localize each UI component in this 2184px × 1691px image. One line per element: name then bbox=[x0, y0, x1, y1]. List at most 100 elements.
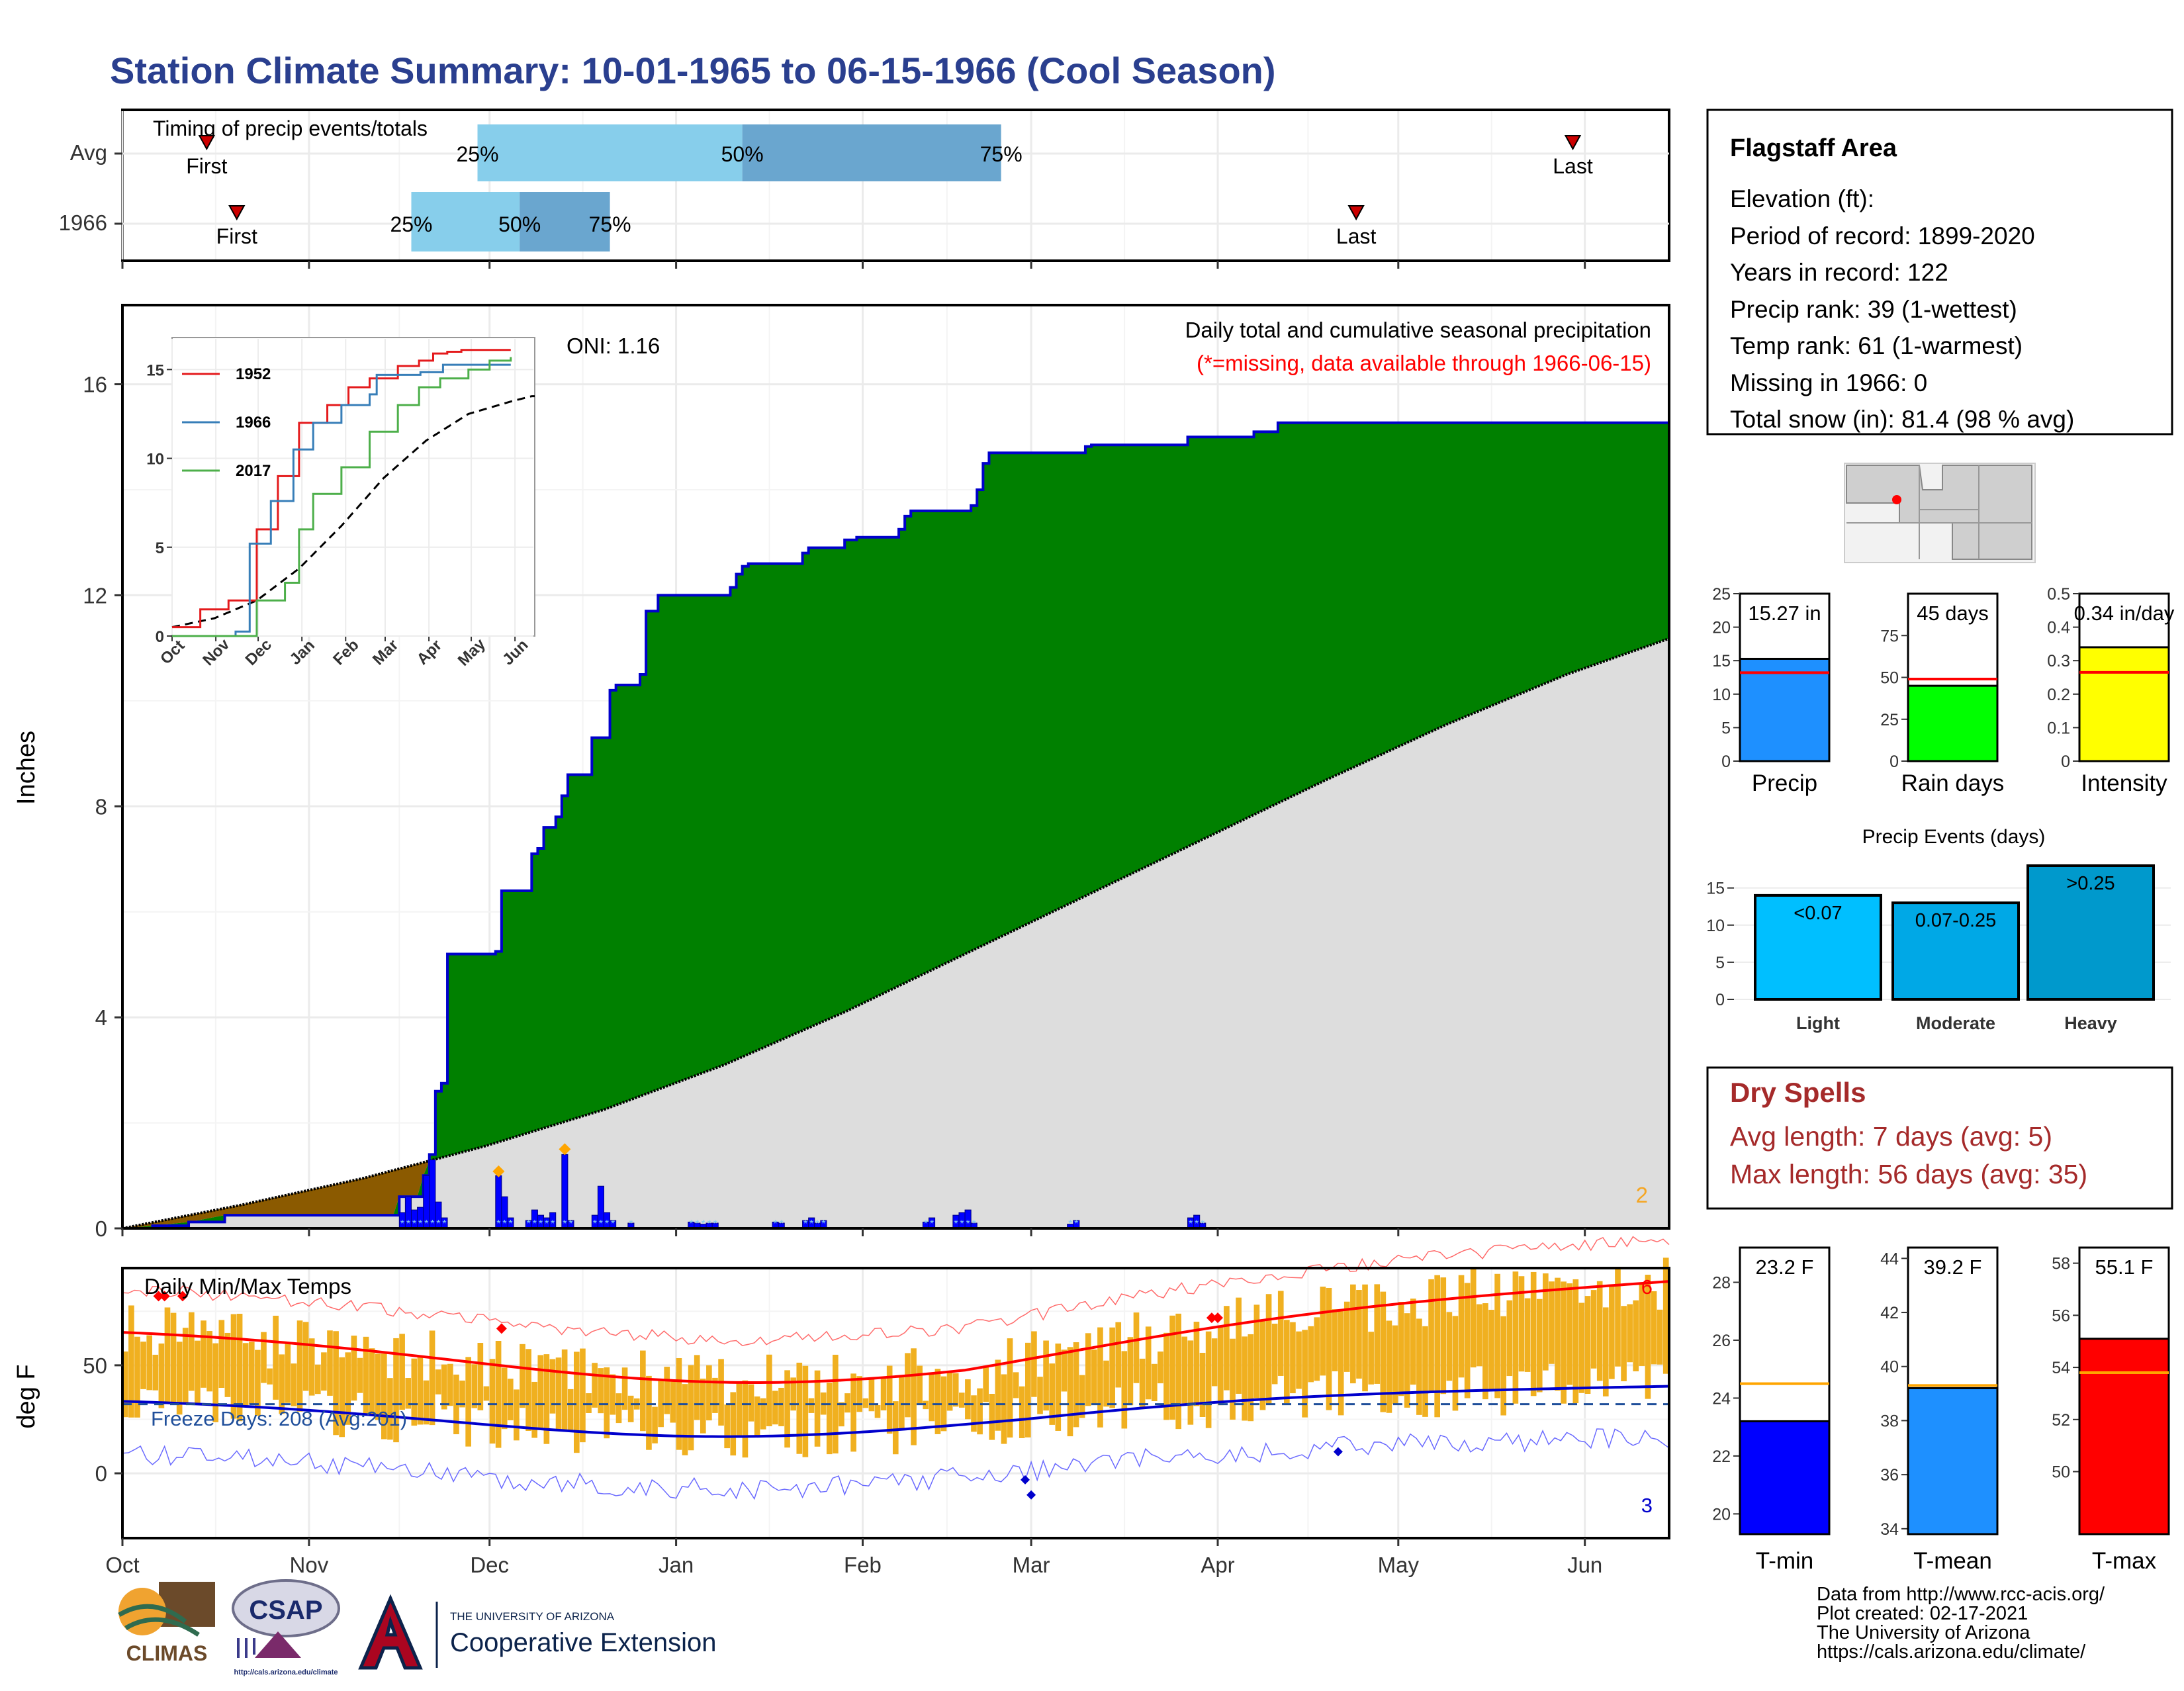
daily-temp-bar-82 bbox=[615, 1393, 622, 1424]
inset-legend-label-1952: 1952 bbox=[236, 365, 271, 383]
daily-temp-bar-159 bbox=[1079, 1375, 1085, 1418]
temp-bar-y-tick-label-2-0: 50 bbox=[2052, 1463, 2070, 1482]
events-y-tick-label-0: 0 bbox=[1715, 991, 1725, 1009]
snow-marker-4: * bbox=[424, 1218, 428, 1230]
inset-y-tick-label-1: 5 bbox=[156, 539, 164, 557]
info-years: Years in record: 122 bbox=[1730, 259, 1948, 286]
record-low-marker-0 bbox=[1021, 1475, 1030, 1485]
mini-bar-y-tick-label-0-4: 20 bbox=[1712, 619, 1731, 637]
timing-last-marker-1 bbox=[1347, 205, 1365, 221]
freeze-days-label: Freeze Days: 208 (Avg:201) bbox=[151, 1407, 407, 1430]
timing-bar-25-50-1 bbox=[411, 192, 520, 251]
snow-marker-15: * bbox=[551, 1218, 555, 1230]
daily-temp-bar-199 bbox=[1320, 1287, 1326, 1376]
daily-temp-bar-103 bbox=[742, 1380, 749, 1458]
daily-temp-bar-252 bbox=[1639, 1284, 1645, 1366]
daily-temp-bar-128 bbox=[892, 1401, 899, 1455]
daily-temp-bar-122 bbox=[856, 1376, 863, 1412]
mini-bar-y-tick-label-2-5: 0.5 bbox=[2047, 585, 2070, 604]
daily-temp-bar-157 bbox=[1067, 1347, 1073, 1437]
daily-temp-bar-139 bbox=[958, 1393, 965, 1408]
daily-temp-bar-41 bbox=[369, 1348, 375, 1416]
temp-bar-label-1: T-mean bbox=[1913, 1548, 1992, 1574]
temp-bar-y-tick-label-0-0: 20 bbox=[1712, 1505, 1731, 1524]
daily-temp-bar-54 bbox=[447, 1363, 453, 1406]
events-bar-range-label-1: 0.07-0.25 bbox=[1915, 910, 1997, 931]
daily-temp-bar-102 bbox=[736, 1382, 743, 1438]
daily-temp-bar-176 bbox=[1181, 1336, 1188, 1404]
mini-bar-y-tick-label-2-3: 0.3 bbox=[2047, 652, 2070, 670]
daily-temp-bar-7 bbox=[164, 1307, 171, 1404]
daily-temp-bar-144 bbox=[989, 1393, 995, 1440]
mini-bar-y-tick-label-0-2: 10 bbox=[1712, 686, 1731, 704]
mini-bar-y-tick-label-1-0: 0 bbox=[1889, 753, 1899, 771]
daily-temp-bar-235 bbox=[1536, 1299, 1543, 1393]
daily-temp-bar-46 bbox=[399, 1334, 405, 1410]
daily-temp-bar-15 bbox=[212, 1343, 219, 1422]
mini-bar-1 bbox=[1907, 684, 1999, 762]
dry-spells-title: Dry Spells bbox=[1730, 1077, 1866, 1108]
daily-temp-bar-117 bbox=[826, 1383, 833, 1455]
daily-temp-bar-124 bbox=[868, 1379, 875, 1412]
daily-temp-bar-62 bbox=[495, 1340, 502, 1448]
daily-temp-bar-222 bbox=[1458, 1275, 1465, 1378]
daily-temp-bar-196 bbox=[1302, 1330, 1308, 1418]
timing-first-label-0: First bbox=[186, 154, 227, 178]
daily-temp-bar-238 bbox=[1555, 1277, 1561, 1391]
temp-panel: 0 50 Oct Nov Dec Jan Feb Mar Apr May Jun Daily Min… bbox=[13, 1236, 1670, 1577]
daily-temp-bar-160 bbox=[1085, 1333, 1091, 1406]
daily-temp-bar-182 bbox=[1217, 1326, 1224, 1406]
dry-spells-max: Max length: 56 days (avg: 35) bbox=[1730, 1159, 2087, 1189]
daily-temp-bar-88 bbox=[652, 1406, 658, 1443]
daily-temp-bar-147 bbox=[1007, 1338, 1013, 1438]
daily-temp-bar-225 bbox=[1477, 1304, 1482, 1367]
events-category-label-2: Heavy bbox=[2064, 1013, 2117, 1033]
snow-marker-26: * bbox=[707, 1218, 711, 1230]
daily-temp-bar-64 bbox=[507, 1379, 514, 1420]
timing-pct-label-0-0: 25% bbox=[456, 142, 498, 166]
snow-marker-36: * bbox=[954, 1218, 958, 1230]
info-period: Period of record: 1899-2020 bbox=[1730, 222, 2035, 250]
temp-bar-y-tick-label-1-4: 42 bbox=[1880, 1304, 1899, 1322]
daily-temp-bar-216 bbox=[1422, 1326, 1428, 1417]
events-y-tick-label-1: 5 bbox=[1715, 954, 1725, 972]
daily-temp-bar-44 bbox=[387, 1378, 393, 1440]
temp-bar-y-tick-label-1-5: 44 bbox=[1880, 1250, 1899, 1268]
mini-bar-y-tick-label-1-3: 75 bbox=[1880, 627, 1899, 645]
daily-temp-bar-229 bbox=[1500, 1316, 1507, 1416]
snow-marker-34: * bbox=[924, 1218, 928, 1230]
daily-temp-bar-178 bbox=[1193, 1322, 1200, 1406]
daily-temp-bar-171 bbox=[1151, 1363, 1158, 1402]
daily-record-marker-1 bbox=[559, 1143, 571, 1156]
daily-temp-bar-211 bbox=[1392, 1325, 1398, 1404]
daily-temp-bar-132 bbox=[917, 1365, 923, 1404]
ua-small-label: THE UNIVERSITY OF ARIZONA bbox=[450, 1610, 615, 1623]
snow-marker-35: * bbox=[930, 1218, 934, 1230]
snow-marker-28: * bbox=[774, 1218, 778, 1230]
daily-temp-bar-33 bbox=[321, 1352, 327, 1391]
mini-bar-y-tick-label-2-2: 0.2 bbox=[2047, 686, 2070, 704]
daily-temp-bar-24 bbox=[267, 1368, 273, 1385]
daily-temp-bar-86 bbox=[640, 1350, 646, 1432]
mini-bar-y-tick-label-1-2: 50 bbox=[1880, 669, 1899, 688]
daily-temp-bar-138 bbox=[952, 1373, 959, 1407]
record-low-marker-1 bbox=[1026, 1490, 1036, 1500]
daily-temp-bar-241 bbox=[1572, 1279, 1579, 1404]
daily-temp-bar-121 bbox=[850, 1373, 856, 1452]
temp-x-tick-label-7: May bbox=[1378, 1553, 1420, 1577]
daily-temp-bar-120 bbox=[844, 1393, 850, 1413]
timing-bar-50-75-1 bbox=[520, 192, 610, 251]
daily-temp-bar-249 bbox=[1621, 1306, 1627, 1381]
daily-temp-bar-47 bbox=[405, 1378, 412, 1409]
temp-bar-0 bbox=[1739, 1420, 1831, 1535]
mini-bar-0 bbox=[1739, 657, 1831, 762]
daily-temp-bar-180 bbox=[1205, 1331, 1212, 1428]
snow-marker-14: * bbox=[545, 1218, 549, 1230]
daily-temp-bar-168 bbox=[1133, 1312, 1140, 1383]
daily-temp-bar-40 bbox=[363, 1336, 369, 1414]
snow-marker-32: * bbox=[815, 1218, 819, 1230]
daily-temp-bar-184 bbox=[1230, 1338, 1236, 1420]
daily-temp-bar-78 bbox=[592, 1363, 598, 1408]
daily-temp-bar-68 bbox=[531, 1381, 537, 1438]
